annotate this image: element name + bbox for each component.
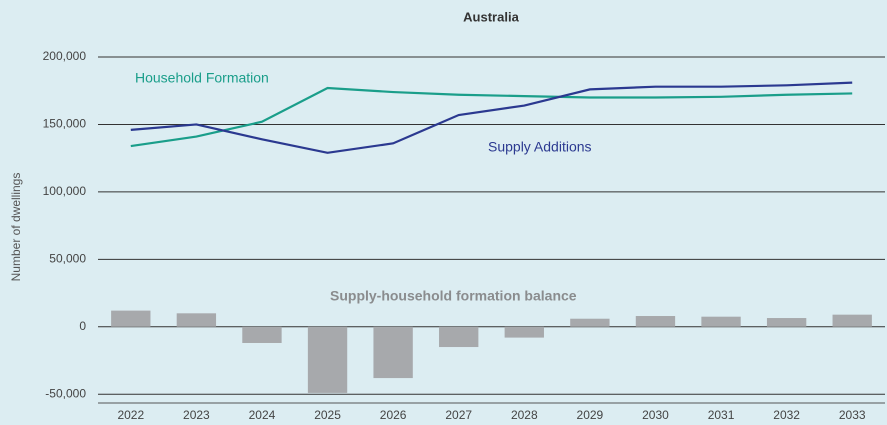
- x-tick-label: 2028: [511, 408, 538, 422]
- bar: [439, 326, 479, 348]
- bar: [635, 316, 676, 327]
- x-tick-label: 2030: [642, 408, 669, 422]
- x-tick-label: 2022: [117, 408, 144, 422]
- x-tick-label: 2029: [577, 408, 604, 422]
- y-tick-label: 50,000: [49, 252, 86, 266]
- bar: [373, 326, 413, 379]
- x-tick-label: 2031: [708, 408, 735, 422]
- series-label: Supply Additions: [488, 139, 592, 155]
- bar: [504, 326, 544, 338]
- bar: [570, 318, 610, 327]
- x-tick-label: 2026: [380, 408, 407, 422]
- bar: [176, 313, 217, 327]
- bar: [111, 310, 151, 327]
- series-label: Household Formation: [135, 70, 269, 86]
- y-tick-label: 150,000: [43, 117, 87, 131]
- y-tick-label: -50,000: [45, 386, 86, 400]
- chart-title: Australia: [463, 9, 519, 24]
- y-tick-label: 100,000: [43, 184, 87, 198]
- y-tick-label: 200,000: [43, 49, 87, 63]
- x-tick-label: 2027: [445, 408, 472, 422]
- x-tick-label: 2033: [839, 408, 866, 422]
- series-label: Supply-household formation balance: [330, 288, 577, 304]
- x-tick-label: 2023: [183, 408, 210, 422]
- bar: [307, 326, 348, 393]
- bar: [832, 314, 872, 327]
- x-tick-label: 2032: [773, 408, 800, 422]
- bar: [766, 318, 807, 327]
- bar: [701, 316, 741, 327]
- x-tick-label: 2025: [314, 408, 341, 422]
- y-axis-label: Number of dwellings: [9, 173, 23, 282]
- y-tick-label: 0: [79, 319, 86, 333]
- line: [130, 86, 853, 148]
- line: [130, 81, 853, 154]
- x-tick-label: 2024: [249, 408, 276, 422]
- bar: [242, 326, 282, 343]
